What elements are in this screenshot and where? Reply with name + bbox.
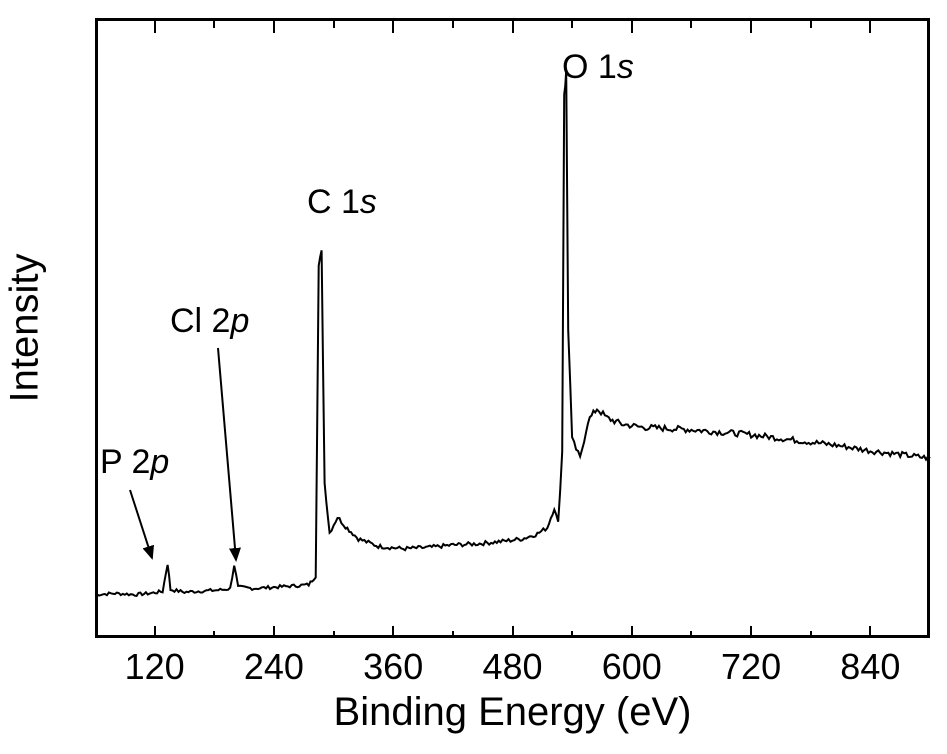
peak-label-C1s: C 1s <box>307 183 377 222</box>
y-axis-label: Intensity <box>3 254 48 403</box>
x-tick-label: 480 <box>482 646 542 688</box>
x-tick-label: 600 <box>602 646 662 688</box>
x-tick-label: 720 <box>721 646 781 688</box>
x-tick-label: 240 <box>244 646 304 688</box>
x-tick-label: 120 <box>125 646 185 688</box>
peak-label-P2p: P 2p <box>100 443 169 482</box>
x-tick-label: 840 <box>840 646 900 688</box>
x-axis-label: Binding Energy (eV) <box>334 690 692 735</box>
spectrum-line <box>0 0 947 754</box>
peak-label-O1s: O 1s <box>562 48 634 87</box>
peak-label-Cl2p: Cl 2p <box>170 302 249 341</box>
x-tick-label: 360 <box>363 646 423 688</box>
xps-spectrum-chart: 120240360480600720840 P 2pCl 2pC 1sO 1s … <box>0 0 947 754</box>
